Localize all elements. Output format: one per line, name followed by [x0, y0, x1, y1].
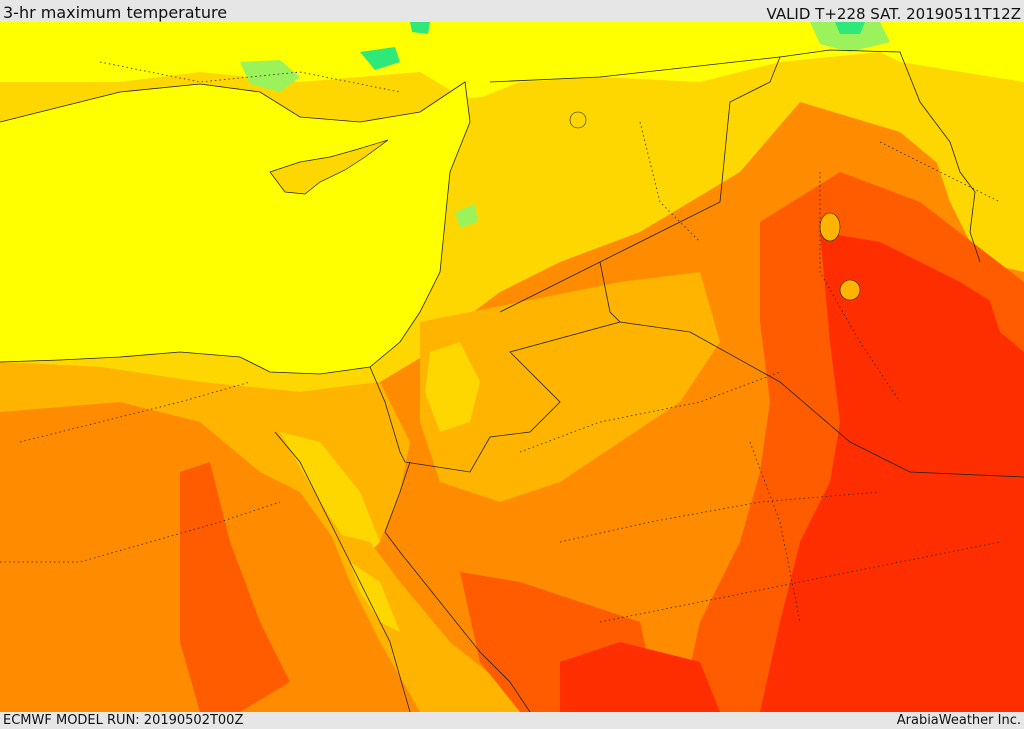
sinai-light — [280, 432, 380, 562]
red-core-south — [560, 642, 720, 712]
egypt-light-orange — [0, 362, 410, 562]
red-sea-coast-east — [384, 461, 531, 712]
lake-2 — [839, 279, 861, 301]
credit-text: ArabiaWeather Inc. — [896, 713, 1021, 728]
footer-bar: ECMWF MODEL RUN: 20190502T00Z ArabiaWeat… — [0, 712, 1024, 729]
arabia-yellow-streak — [425, 342, 480, 432]
lake-3 — [569, 111, 587, 129]
dotted-boundaries — [0, 61, 1001, 623]
cyprus — [269, 139, 389, 195]
levant-yellow — [430, 92, 700, 322]
temperature-map[interactable] — [0, 22, 1024, 712]
lake-1 — [819, 212, 841, 242]
border-egypt-israel — [369, 366, 406, 463]
border-turkey — [779, 49, 981, 263]
green-patch-1 — [240, 60, 300, 92]
med-coastline — [0, 81, 471, 375]
east-yellow-band — [900, 62, 1024, 272]
green-patch-5 — [835, 22, 865, 34]
green-patch-6 — [455, 204, 478, 228]
persian-gulf — [980, 272, 1024, 352]
header-bar: 3-hr maximum temperature VALID T+228 SAT… — [0, 0, 1024, 23]
model-run: ECMWF MODEL RUN: 20190502T00Z — [3, 713, 244, 728]
border-syria-iraq — [489, 56, 781, 313]
red-sea-coast-west — [274, 431, 411, 712]
red-sea — [330, 532, 530, 712]
border-jordan — [404, 261, 621, 473]
border-iraq-saudi — [619, 321, 1024, 478]
mediterranean-sea — [0, 82, 470, 374]
red-core — [760, 232, 1024, 712]
red-sea-inner — [350, 562, 400, 632]
map-title: 3-hr maximum temperature — [3, 3, 228, 22]
north-bright-yellow — [0, 22, 1024, 102]
valid-time: VALID T+228 SAT. 20190511T12Z — [766, 5, 1021, 23]
west-dark-orange — [180, 462, 290, 712]
green-patch-3 — [410, 22, 430, 34]
arabia-light-orange — [420, 272, 720, 502]
temperature-field-svg — [0, 22, 1024, 712]
green-patch-4 — [810, 22, 890, 52]
green-patch-2 — [360, 47, 400, 70]
